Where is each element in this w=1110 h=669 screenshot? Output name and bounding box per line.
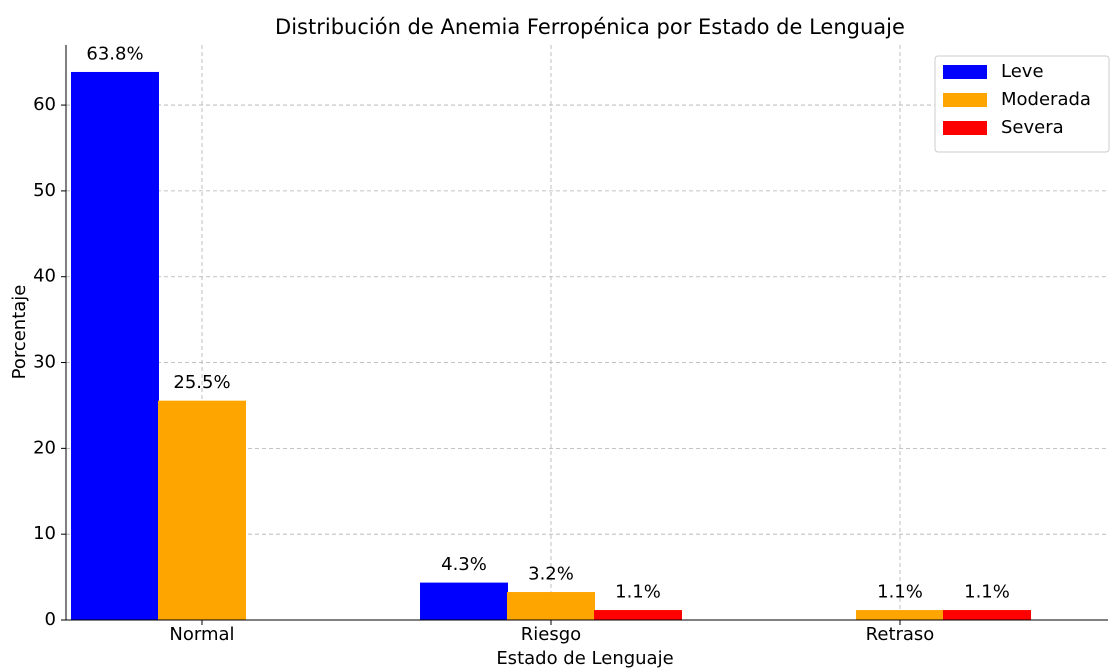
data-label: 63.8% (86, 43, 143, 64)
bar (420, 582, 508, 621)
legend-swatch (943, 121, 987, 135)
y-axis-label: Porcentaje (9, 285, 30, 380)
data-label: 1.1% (877, 582, 923, 603)
data-label: 4.3% (441, 554, 487, 575)
legend-label: Severa (1001, 117, 1064, 138)
x-tick-label: Retraso (866, 624, 935, 645)
x-axis-label: Estado de Lenguaje (496, 648, 673, 669)
y-tick-label: 20 (33, 437, 56, 458)
x-tick-label: Riesgo (521, 624, 581, 645)
y-tick-label: 40 (33, 266, 56, 287)
y-tick-label: 50 (33, 180, 56, 201)
bar (943, 610, 1031, 621)
bar (594, 610, 682, 621)
legend-swatch (943, 93, 987, 107)
data-label: 25.5% (173, 372, 230, 393)
bar (507, 592, 595, 621)
data-label: 1.1% (615, 582, 661, 603)
y-tick-label: 30 (33, 352, 56, 373)
data-label: 3.2% (528, 564, 574, 585)
x-tick-label: Normal (169, 624, 234, 645)
y-tick-label: 60 (33, 94, 56, 115)
chart-title: Distribución de Anemia Ferropénica por E… (275, 15, 905, 39)
y-tick-label: 10 (33, 523, 56, 544)
y-tick-label: 0 (45, 609, 56, 630)
bar (856, 610, 944, 621)
legend-label: Moderada (1001, 89, 1091, 110)
legend-label: Leve (1001, 61, 1044, 82)
bar (71, 71, 159, 621)
bar (158, 400, 246, 621)
data-label: 1.1% (964, 582, 1010, 603)
legend: Leve Moderada Severa (934, 55, 1110, 153)
legend-swatch (943, 65, 987, 79)
